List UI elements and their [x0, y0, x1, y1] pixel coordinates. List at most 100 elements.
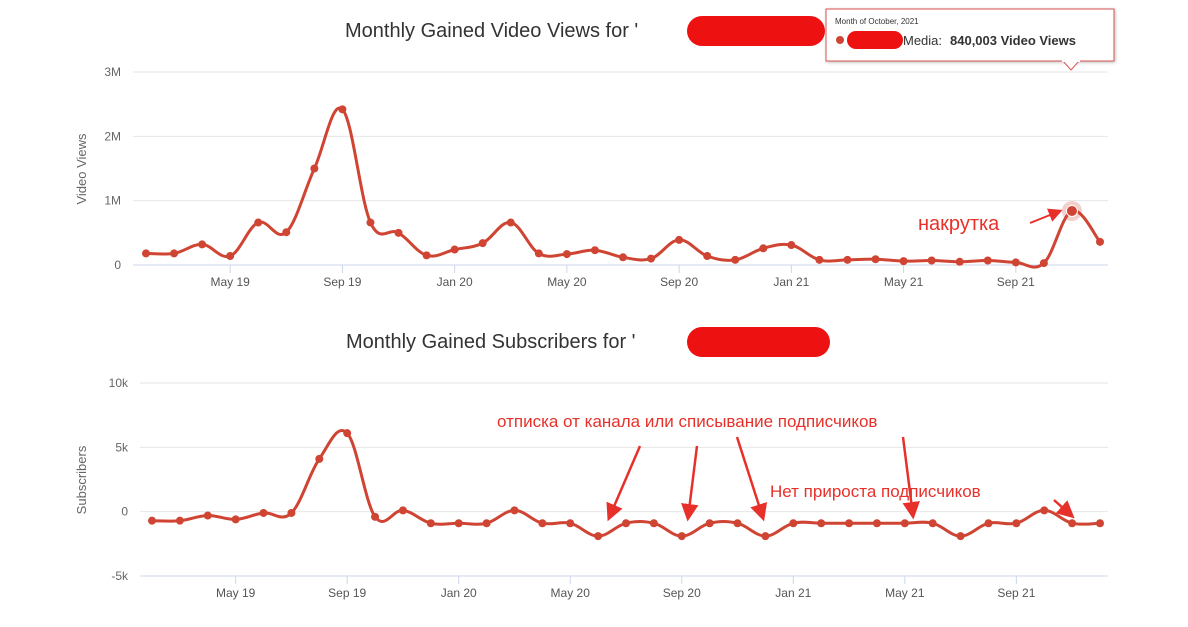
data-point[interactable] [142, 249, 150, 258]
data-point[interactable] [1096, 519, 1104, 528]
data-point[interactable] [366, 218, 375, 227]
data-point[interactable] [789, 519, 798, 528]
data-point[interactable] [371, 512, 380, 521]
data-point[interactable] [454, 519, 463, 528]
data-point[interactable] [315, 454, 324, 463]
data-point[interactable] [478, 239, 487, 248]
y-tick-label: 0 [114, 258, 121, 272]
annotation-no-growth: Нет прироста подписчиков [770, 482, 981, 501]
data-point[interactable] [226, 251, 235, 260]
data-point[interactable] [872, 519, 881, 528]
data-point[interactable] [817, 519, 826, 528]
x-tick-label: Jan 20 [441, 586, 477, 600]
data-point[interactable] [927, 256, 936, 265]
data-point[interactable] [955, 257, 964, 266]
annotation-nakrutka: накрутка [918, 213, 1000, 235]
data-point[interactable] [956, 532, 965, 541]
data-point[interactable] [761, 532, 770, 541]
x-tick-label: May 20 [551, 586, 591, 600]
data-point[interactable] [538, 519, 547, 528]
data-point[interactable] [619, 253, 627, 262]
data-point[interactable] [148, 516, 156, 525]
arrow-unsub-2 [681, 445, 699, 522]
data-point[interactable] [534, 249, 543, 258]
data-point[interactable] [203, 511, 212, 520]
data-point[interactable] [259, 508, 268, 517]
data-point[interactable] [426, 519, 435, 528]
x-tick-label: Sep 21 [997, 586, 1035, 600]
redacted-channel-name [687, 327, 830, 357]
data-point[interactable] [649, 519, 658, 528]
data-point[interactable] [731, 255, 740, 264]
data-point[interactable] [590, 246, 599, 255]
data-point[interactable] [984, 519, 993, 528]
data-point[interactable] [675, 235, 684, 244]
data-point[interactable] [845, 519, 854, 528]
data-point[interactable] [594, 532, 603, 541]
data-point[interactable] [198, 240, 207, 249]
grid [140, 382, 1108, 577]
data-point[interactable] [394, 228, 403, 237]
annotations: накрутка отписка от канала или списывани… [497, 208, 1075, 522]
data-point[interactable] [422, 251, 431, 260]
data-point[interactable] [231, 515, 240, 524]
data-point[interactable] [871, 255, 880, 264]
data-point[interactable] [287, 508, 296, 517]
data-point[interactable] [282, 228, 291, 237]
data-point[interactable] [450, 245, 459, 254]
data-point[interactable] [787, 241, 796, 250]
data-point[interactable] [983, 256, 992, 265]
arrow-no-growth [1053, 499, 1075, 519]
data-point[interactable] [705, 519, 714, 528]
tooltip-value: 840,003 Video Views [950, 33, 1076, 48]
data-point[interactable] [928, 519, 937, 528]
data-point[interactable] [1096, 237, 1104, 246]
y-axis: -5k 0 5k 10k [109, 376, 129, 583]
x-tick-label: Sep 20 [660, 275, 698, 289]
data-point[interactable] [170, 249, 179, 258]
series [142, 105, 1104, 269]
data-point[interactable] [677, 532, 686, 541]
x-axis: May 19 Sep 19 Jan 20 May 20 Sep 20 Jan 21 May … [216, 576, 1036, 600]
data-point[interactable] [900, 519, 909, 528]
x-tick-label: Sep 21 [997, 275, 1035, 289]
data-point[interactable] [1011, 258, 1020, 267]
data-point[interactable] [254, 218, 263, 227]
y-axis-label: Subscribers [74, 445, 89, 514]
data-point[interactable] [899, 257, 908, 266]
data-point[interactable] [703, 251, 712, 260]
data-point[interactable] [506, 218, 515, 227]
arrow-unsub-4 [901, 436, 920, 520]
data-point[interactable] [647, 254, 656, 263]
x-tick-label: Sep 19 [328, 586, 366, 600]
data-point[interactable] [622, 519, 630, 528]
x-tick-label: May 21 [885, 586, 925, 600]
arrow-unsub-3 [735, 436, 768, 522]
data-point[interactable] [175, 516, 184, 525]
data-point[interactable] [310, 164, 319, 173]
x-tick-label: May 21 [884, 275, 924, 289]
data-point[interactable] [510, 506, 519, 515]
tooltip-pointer [1061, 60, 1081, 71]
y-tick-label: 0 [121, 505, 128, 519]
x-tick-label: May 19 [210, 275, 250, 289]
y-tick-label: 3M [104, 65, 121, 79]
data-point[interactable] [1068, 519, 1077, 528]
data-point[interactable] [482, 519, 491, 528]
data-point[interactable] [733, 519, 742, 528]
data-point[interactable] [398, 506, 407, 515]
data-point[interactable] [566, 519, 575, 528]
data-point[interactable] [562, 250, 571, 259]
data-point-highlighted[interactable] [1065, 204, 1078, 217]
data-point[interactable] [1012, 519, 1021, 528]
data-point[interactable] [815, 255, 824, 264]
data-point[interactable] [1039, 259, 1048, 268]
redacted-series-name [847, 31, 903, 49]
series [148, 429, 1104, 541]
data-point[interactable] [338, 105, 347, 114]
data-point[interactable] [843, 255, 852, 264]
data-point[interactable] [343, 429, 352, 438]
data-point[interactable] [1040, 506, 1049, 515]
data-point[interactable] [759, 244, 768, 253]
